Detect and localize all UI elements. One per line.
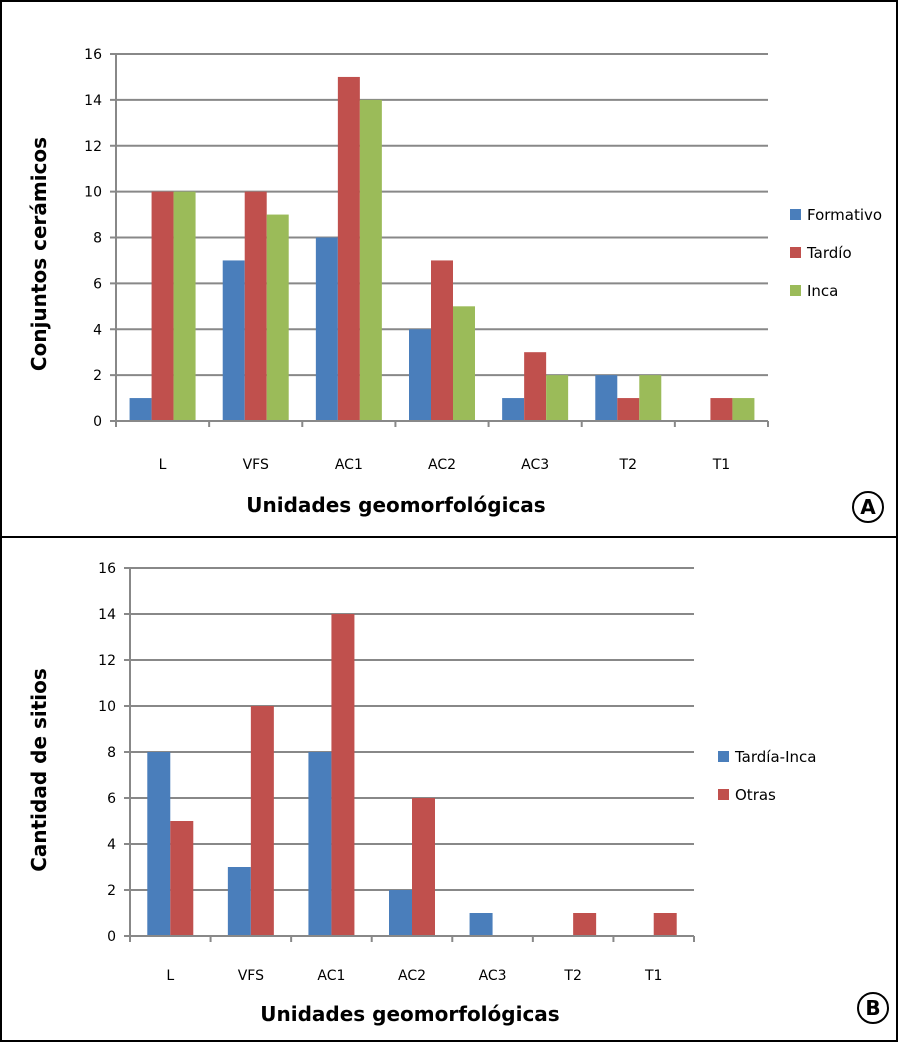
bar — [308, 752, 332, 936]
bar — [595, 375, 618, 421]
bar — [250, 706, 274, 936]
bar — [412, 798, 435, 936]
bar — [431, 260, 453, 421]
legend-swatch — [790, 209, 801, 220]
panel-b-badge-label: B — [865, 996, 880, 1020]
y-tick-label: 0 — [107, 929, 116, 945]
y-tick-label: 10 — [98, 699, 116, 715]
y-tick-label: 16 — [98, 561, 116, 577]
x-tick-label: L — [159, 457, 167, 473]
x-tick-label: L — [166, 968, 174, 984]
bar — [147, 752, 171, 936]
bar — [469, 913, 493, 936]
y-tick-label: 10 — [84, 185, 102, 201]
panel-b-axes — [124, 567, 695, 942]
y-tick-label: 2 — [93, 368, 102, 384]
y-tick-label: 16 — [84, 47, 102, 63]
legend-swatch — [718, 789, 729, 800]
panel-a-xlabel: Unidades geomorfológicas — [246, 493, 545, 517]
bar — [151, 191, 174, 421]
bar — [244, 191, 267, 421]
panel-b-ylabel: Cantidad de sitios — [27, 668, 51, 872]
bar — [227, 867, 251, 936]
x-tick-label: AC3 — [479, 968, 507, 984]
y-tick-label: 8 — [107, 745, 116, 761]
panel-b-yticks: 0 2 4 6 8 10 12 14 16 — [98, 561, 116, 945]
y-tick-label: 6 — [93, 276, 102, 292]
legend-label: Inca — [807, 282, 838, 300]
x-tick-label: AC1 — [335, 457, 363, 473]
bar — [617, 398, 640, 421]
bar — [710, 398, 733, 421]
x-tick-label: T2 — [563, 968, 581, 984]
bar — [331, 614, 355, 936]
panel-b-xticks: L VFS AC1 AC2 AC3 T2 T1 — [166, 968, 662, 984]
legend-label: Otras — [735, 786, 776, 804]
x-tick-label: AC3 — [521, 457, 549, 473]
x-tick-label: T2 — [619, 457, 637, 473]
bar — [359, 99, 382, 421]
panel-a-yticks: 0 2 4 6 8 10 12 14 16 — [84, 47, 102, 430]
x-tick-label: AC2 — [398, 968, 426, 984]
y-tick-label: 4 — [93, 322, 102, 338]
x-tick-label: T1 — [712, 457, 730, 473]
x-tick-label: VFS — [243, 457, 269, 473]
panel-a-xticks: L VFS AC1 AC2 AC3 T2 T1 — [159, 457, 730, 473]
bar — [653, 913, 677, 936]
bar — [129, 398, 152, 421]
panel-a-badge: A — [852, 491, 884, 523]
legend-label: Tardío — [806, 244, 852, 262]
y-tick-label: 14 — [84, 93, 102, 109]
x-tick-label: AC2 — [428, 457, 456, 473]
legend-label: Tardía-Inca — [734, 748, 816, 766]
bar — [337, 76, 360, 421]
bar — [732, 398, 755, 421]
legend-swatch — [790, 247, 801, 258]
bar — [266, 214, 289, 421]
panel-a-ylabel: Conjuntos cerámicos — [27, 137, 51, 371]
panel-a-axes — [110, 53, 769, 427]
y-tick-label: 14 — [98, 607, 116, 623]
y-tick-label: 8 — [93, 231, 102, 247]
panel-b: 0 2 4 6 8 10 12 14 16 L VFS AC1 AC2 AC3 T2 T1 Cantidad… — [0, 536, 898, 1042]
bar — [222, 260, 245, 421]
panel-b-bars — [147, 614, 677, 936]
y-tick-label: 2 — [107, 883, 116, 899]
panel-b-legend: Tardía-Inca Otras — [718, 748, 816, 804]
panel-a-legend: Formativo Tardío Inca — [790, 206, 882, 300]
panel-b-badge: B — [857, 992, 889, 1024]
legend-label: Formativo — [807, 206, 882, 224]
bar — [524, 352, 547, 421]
panel-b-xlabel: Unidades geomorfológicas — [260, 1002, 559, 1026]
bar — [453, 306, 475, 421]
y-tick-label: 12 — [84, 139, 102, 155]
x-tick-label: AC1 — [317, 968, 345, 984]
bar — [639, 375, 662, 421]
bar — [315, 237, 338, 421]
y-tick-label: 4 — [107, 837, 116, 853]
bar — [573, 913, 597, 936]
legend-swatch — [790, 285, 801, 296]
panel-a-bars — [129, 76, 755, 421]
y-tick-label: 12 — [98, 653, 116, 669]
y-tick-label: 6 — [107, 791, 116, 807]
legend-swatch — [718, 751, 729, 762]
bar — [389, 890, 412, 936]
x-tick-label: T1 — [644, 968, 662, 984]
bar — [502, 398, 525, 421]
panel-b-badge-circle — [857, 992, 889, 1024]
bar — [173, 191, 196, 421]
bar — [170, 821, 194, 936]
panel-a: 0 2 4 6 8 10 12 14 16 L VFS AC1 AC2 AC3 T2 T1 Conjunto… — [0, 0, 898, 538]
y-tick-label: 0 — [93, 414, 102, 430]
panel-a-badge-circle — [852, 491, 884, 523]
x-tick-label: VFS — [238, 968, 264, 984]
bar — [546, 375, 569, 421]
bar — [409, 329, 431, 421]
panel-a-badge-label: A — [860, 495, 876, 519]
